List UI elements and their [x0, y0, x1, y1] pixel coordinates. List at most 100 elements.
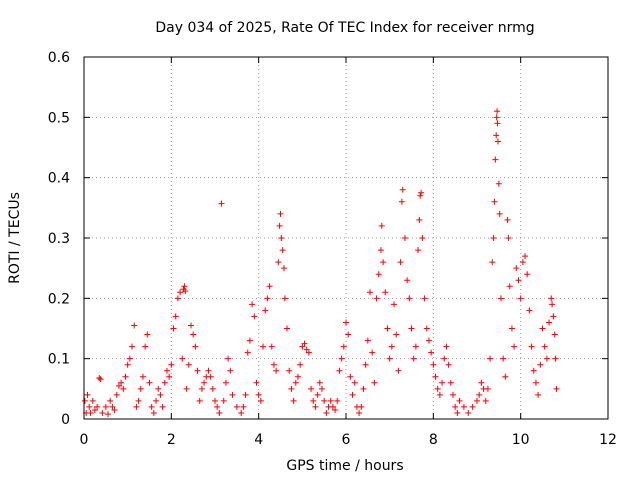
data-point [301, 340, 308, 347]
data-point [205, 367, 212, 374]
data-point [432, 373, 439, 380]
data-point [393, 331, 400, 338]
data-point [276, 222, 283, 229]
data-point [187, 322, 194, 329]
data-point [118, 379, 125, 386]
x-tick-label: 12 [599, 432, 617, 448]
data-point [102, 403, 109, 410]
data-point [340, 343, 347, 350]
data-point [255, 391, 262, 398]
data-point [375, 271, 382, 278]
data-point [493, 114, 500, 121]
y-tick-label: 0.5 [48, 110, 70, 126]
data-point [356, 409, 363, 416]
data-point [177, 289, 184, 296]
data-point [185, 361, 192, 368]
data-point [148, 403, 155, 410]
data-point [297, 361, 304, 368]
data-point [137, 385, 144, 392]
data-point [253, 379, 260, 386]
data-point [275, 259, 282, 266]
data-point [500, 355, 507, 362]
data-point [281, 295, 288, 302]
data-point [157, 391, 164, 398]
data-point [551, 331, 558, 338]
data-point [377, 247, 384, 254]
data-point [144, 331, 151, 338]
data-point [364, 337, 371, 344]
data-point [321, 397, 328, 404]
data-point [233, 403, 240, 410]
data-point [487, 355, 494, 362]
data-point [303, 346, 310, 353]
data-point [207, 373, 214, 380]
data-point [465, 409, 472, 416]
data-point [460, 403, 467, 410]
data-point [543, 355, 550, 362]
data-point [397, 259, 404, 266]
data-point [163, 367, 170, 374]
data-point [122, 373, 129, 380]
data-point [159, 403, 166, 410]
data-point [280, 265, 287, 272]
data-point [278, 235, 285, 241]
data-point [332, 406, 339, 413]
data-point [277, 210, 284, 217]
data-point [161, 379, 168, 386]
data-point [126, 355, 133, 362]
data-point [552, 355, 559, 362]
data-point [284, 325, 291, 332]
data-point [369, 349, 376, 356]
y-tick-label: 0.2 [48, 291, 70, 307]
data-point [84, 391, 91, 398]
data-point [454, 409, 461, 416]
data-point [517, 295, 524, 302]
data-point [439, 379, 446, 386]
data-point [251, 313, 258, 320]
data-point [273, 367, 280, 374]
data-point [504, 216, 511, 223]
data-point [260, 343, 267, 350]
data-point [225, 355, 232, 362]
data-point [412, 343, 419, 350]
data-point [94, 403, 101, 410]
data-point [410, 355, 417, 362]
data-point [196, 397, 203, 404]
data-point [399, 186, 406, 193]
data-point [535, 391, 542, 398]
data-point [179, 355, 186, 362]
data-point [99, 409, 106, 416]
data-point [238, 409, 245, 416]
data-point [449, 391, 456, 398]
data-point [115, 382, 122, 389]
data-point [240, 403, 247, 410]
data-point [434, 385, 441, 392]
data-point [493, 132, 500, 139]
data-point [170, 325, 177, 332]
data-point [343, 319, 349, 326]
x-tick-label: 8 [429, 432, 438, 448]
data-points [81, 108, 560, 418]
y-tick-label: 0.6 [48, 50, 70, 66]
data-point [244, 349, 251, 356]
data-point [294, 373, 301, 380]
data-point [447, 379, 454, 386]
data-point [532, 379, 539, 386]
plot-frame [83, 56, 609, 420]
data-point [107, 397, 114, 404]
data-point [129, 343, 136, 350]
data-point [347, 373, 354, 380]
data-point [96, 374, 103, 381]
data-point [264, 295, 271, 302]
data-point [391, 301, 398, 308]
y-tick-label: 0.3 [48, 231, 70, 247]
data-point [526, 307, 533, 314]
y-tick-label: 0 [61, 412, 70, 428]
data-point [494, 108, 501, 115]
data-point [310, 397, 317, 404]
data-point [358, 403, 365, 410]
data-point [484, 385, 491, 392]
data-point [97, 376, 104, 383]
data-point [515, 277, 522, 284]
data-point [436, 391, 443, 398]
